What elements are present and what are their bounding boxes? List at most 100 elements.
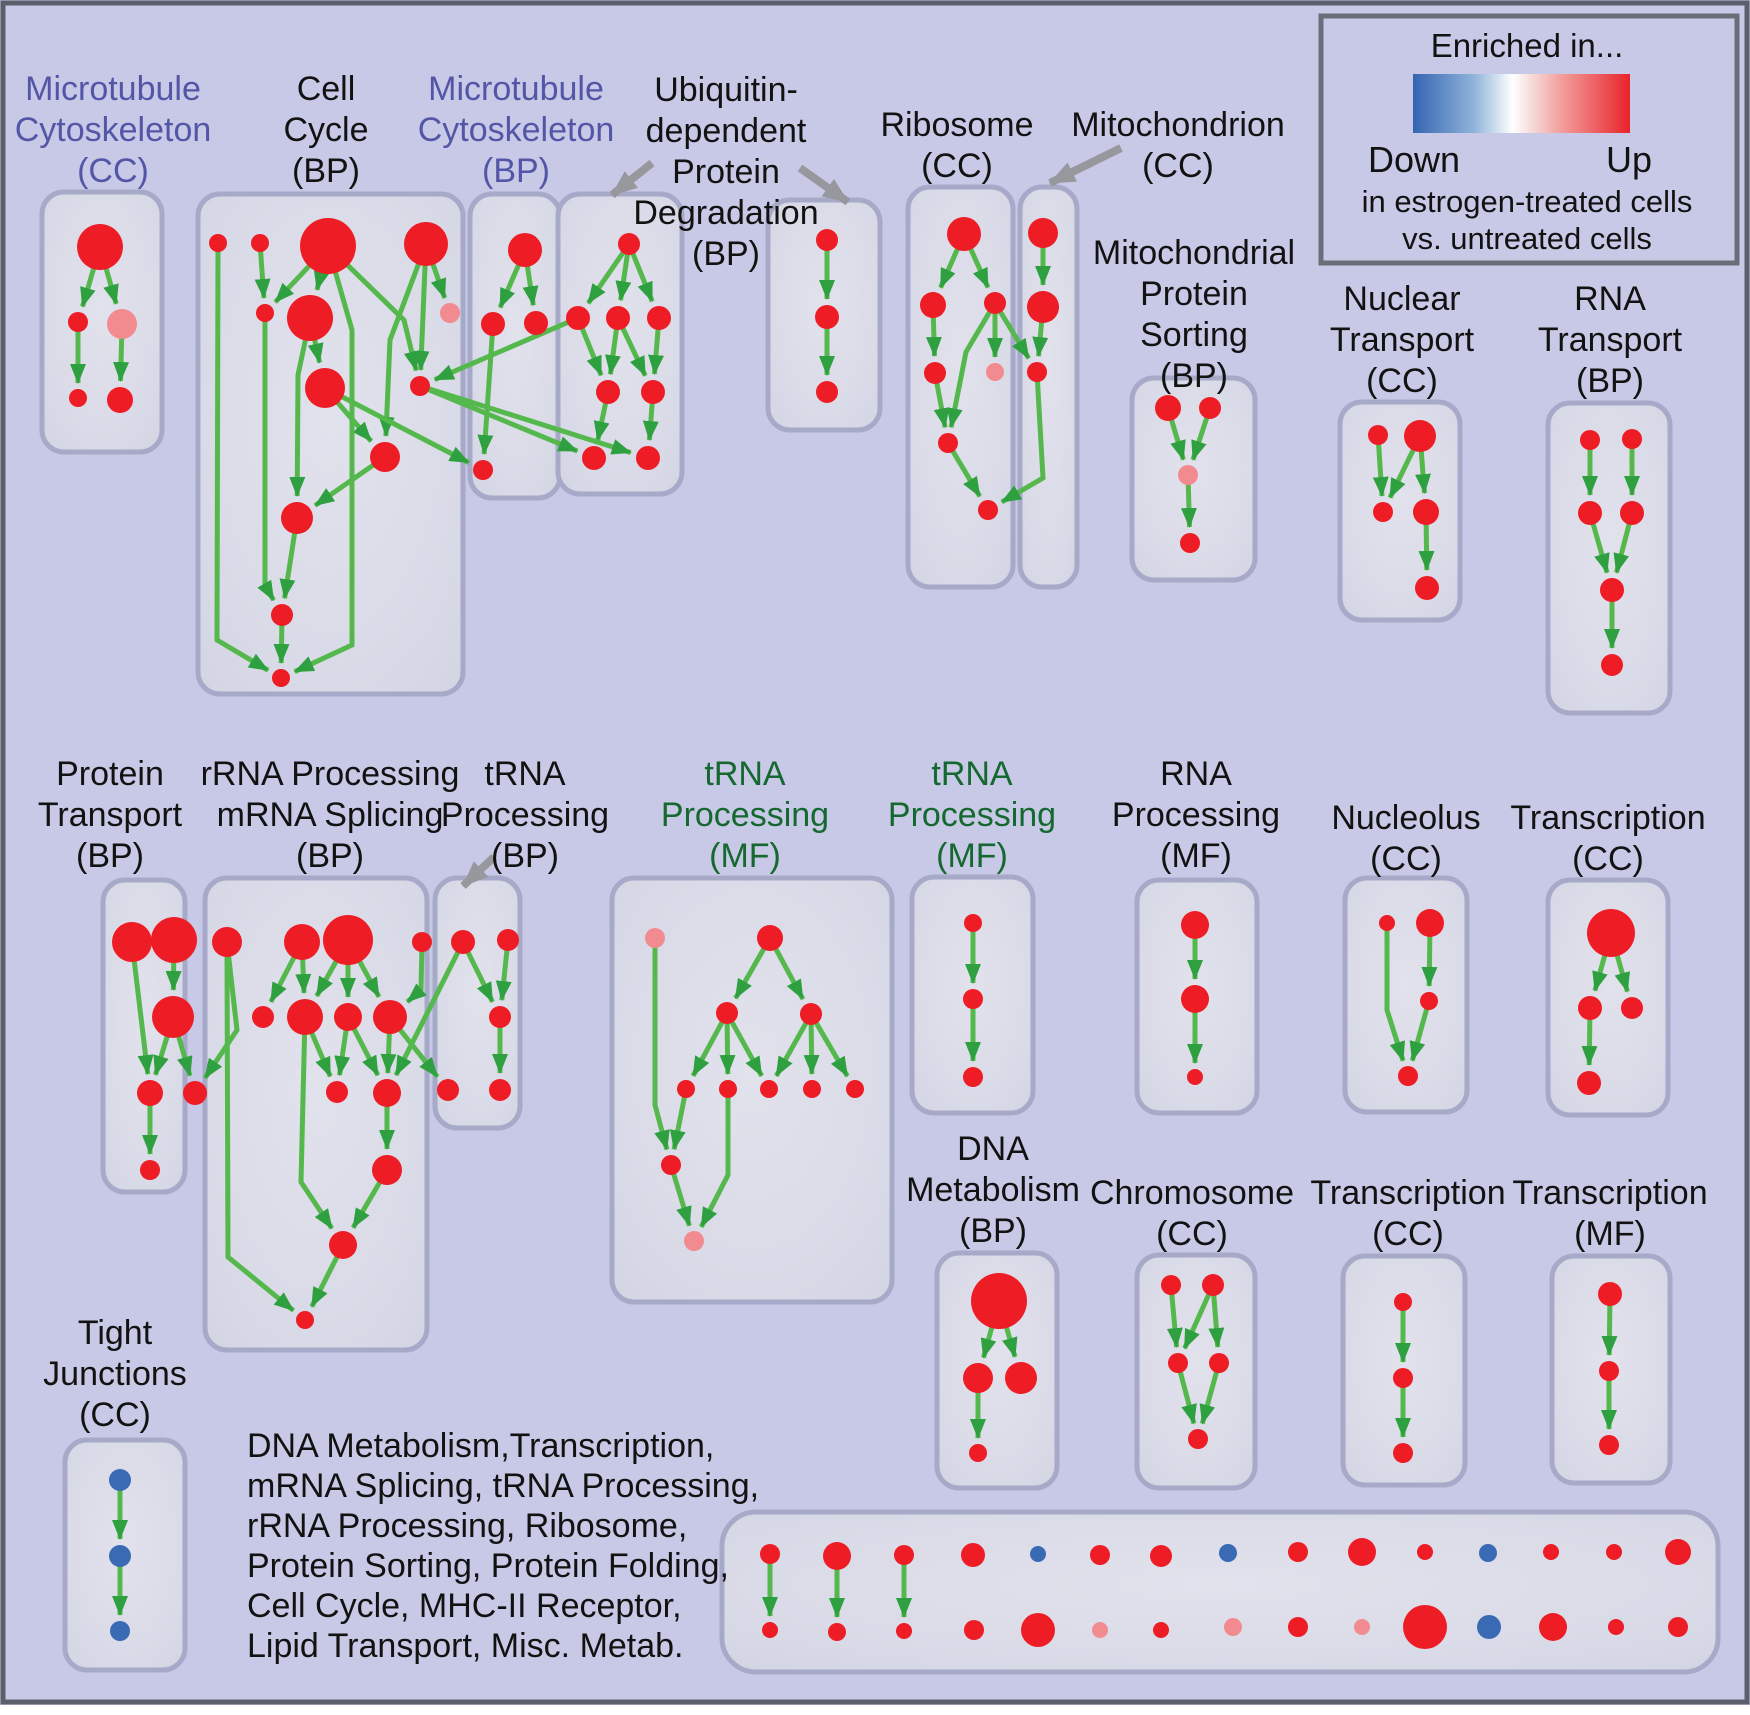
dna-metabolism-node-0 xyxy=(971,1273,1027,1329)
misc-node-1 xyxy=(823,1542,851,1570)
chromosome-edge-2 xyxy=(1208,1291,1225,1348)
microtubule-cc-node-1 xyxy=(68,312,88,332)
microtubule-bp-label-line-1: Cytoskeleton xyxy=(418,111,615,149)
legend-gradient-bar xyxy=(1413,74,1630,133)
trna-mf-large-edge-10 xyxy=(652,944,670,1151)
mito-sorting-edge-1 xyxy=(1190,413,1211,461)
trna-mf-small-node-2 xyxy=(963,1067,983,1087)
nucleolus-node-1 xyxy=(1416,909,1444,937)
nuclear-transport-edge-1 xyxy=(1387,443,1419,499)
legend-down-label: Down xyxy=(1368,139,1460,180)
misc-node-10 xyxy=(1417,1544,1433,1560)
trna-bp-node-3 xyxy=(437,1079,459,1101)
trna-bp-node-1 xyxy=(497,929,519,951)
trna-mf-small-label-line-0: tRNA xyxy=(931,755,1013,793)
cell-cycle-label-line-2: (BP) xyxy=(292,152,360,190)
transcription-cc-a-node-1 xyxy=(1578,996,1602,1020)
rrna-mrna-node-6 xyxy=(334,1003,362,1031)
ribosome-cc-label-line-0: Ribosome xyxy=(880,106,1033,144)
trna-mf-large-label-line-1: Processing xyxy=(661,796,829,834)
trna-bp-node-2 xyxy=(489,1006,511,1028)
rrna-mrna-label-line-0: rRNA Processing xyxy=(201,755,460,793)
ubiquitin-degradation-label-line-1: dependent xyxy=(646,112,807,150)
cell-cycle-edge-5 xyxy=(338,255,420,372)
cell-cycle-node-10 xyxy=(281,502,313,534)
transcription-cc-a-label-line-0: Transcription xyxy=(1510,799,1705,837)
rrna-mrna-edge-11 xyxy=(350,1176,385,1229)
legend-title: Enriched in... xyxy=(1431,27,1624,64)
protein-transport-edge-0 xyxy=(130,953,154,1076)
ribosome-cc-node-6 xyxy=(978,500,998,520)
rna-processing-mf-node-1 xyxy=(1181,985,1209,1013)
mito-sorting-node-2 xyxy=(1178,465,1198,485)
nucleolus-edge-0 xyxy=(1421,931,1438,987)
transcription-cc-a-node-3 xyxy=(1577,1071,1601,1095)
nuclear-transport-edge-0 xyxy=(1372,440,1389,497)
trna-mf-large-node-5 xyxy=(719,1080,737,1098)
rna-processing-mf-node-0 xyxy=(1181,911,1209,939)
ubiquitin-left-edge-5 xyxy=(618,323,648,377)
trna-mf-large-node-2 xyxy=(716,1002,738,1024)
misc-node-12 xyxy=(1543,1544,1559,1560)
chromosome-label-line-0: Chromosome xyxy=(1090,1174,1294,1212)
misc-node-26 xyxy=(1477,1615,1501,1639)
transcription-cc-b-label-line-1: (CC) xyxy=(1372,1215,1444,1253)
ubiquitin-left-edge-1 xyxy=(615,250,632,302)
label-pointer-arrow-2 xyxy=(1048,144,1123,187)
cell-cycle-edge-15 xyxy=(293,261,355,674)
rna-transport-node-2 xyxy=(1578,501,1602,525)
misc-node-27 xyxy=(1539,1613,1567,1641)
rrna-mrna-edge-0 xyxy=(268,950,300,1004)
misc-node-2 xyxy=(894,1545,914,1565)
cross-edge-3 xyxy=(334,391,470,465)
trna-mf-large-label-line-2: (MF) xyxy=(709,837,781,875)
chromosome-node-0 xyxy=(1161,1275,1181,1295)
transcription-mf-label-line-1: (MF) xyxy=(1574,1215,1646,1253)
trna-mf-large-label-line-0: tRNA xyxy=(704,755,786,793)
misc-node-5 xyxy=(1090,1545,1110,1565)
ubiquitin-left-node-3 xyxy=(647,306,671,330)
rna-processing-mf-label-line-0: RNA xyxy=(1160,755,1232,793)
cell-cycle-label-line-0: Cell xyxy=(297,70,356,108)
misc-node-8 xyxy=(1288,1542,1308,1562)
mito-sorting-label-line-3: (BP) xyxy=(1160,357,1228,395)
caption-line-4: Cell Cycle, MHC-II Receptor, xyxy=(247,1587,682,1625)
nucleolus-box xyxy=(1342,875,1470,1115)
trna-mf-large-edge-5 xyxy=(774,1018,810,1078)
mitochondrion-cc-label-line-1: (CC) xyxy=(1142,147,1214,185)
misc-node-24 xyxy=(1354,1619,1370,1635)
cross-edge-0 xyxy=(433,318,573,382)
chromosome-node-2 xyxy=(1168,1353,1188,1373)
rrna-mrna-node-4 xyxy=(252,1006,274,1028)
rrna-mrna-label-line-1: mRNA Splicing xyxy=(217,796,444,834)
ribosome-cc-node-5 xyxy=(938,433,958,453)
rrna-mrna-node-1 xyxy=(284,924,320,960)
nucleolus-label-line-1: (CC) xyxy=(1370,840,1442,878)
rrna-mrna-node-12 xyxy=(296,1311,314,1329)
rrna-mrna-edge-14 xyxy=(298,1027,334,1230)
trna-mf-large-edge-0 xyxy=(733,943,769,1000)
mitochondrion-cc-node-2 xyxy=(1027,362,1047,382)
ubiquitin-degradation-label-line-3: Degradation xyxy=(633,194,818,232)
nucleolus-edge-1 xyxy=(1409,1005,1430,1062)
trna-mf-large-node-9 xyxy=(661,1155,681,1175)
trna-mf-large-node-6 xyxy=(760,1080,778,1098)
microtubule-bp-node-2 xyxy=(524,311,548,335)
cell-cycle-node-2 xyxy=(300,218,356,274)
transcription-mf-edge-0 xyxy=(1601,1301,1618,1356)
transcription-cc-a-edge-2 xyxy=(1581,1015,1598,1066)
mitochondrion-cc-label-line-0: Mitochondrion xyxy=(1071,106,1285,144)
transcription-cc-a-label-line-1: (CC) xyxy=(1572,840,1644,878)
rna-transport-node-1 xyxy=(1622,429,1642,449)
transcription-mf-node-0 xyxy=(1598,1282,1622,1306)
mito-sorting-edge-0 xyxy=(1167,414,1186,461)
cross-edge-5 xyxy=(1000,377,1046,505)
dna-metabolism-node-3 xyxy=(969,1444,987,1462)
rna-transport-label-line-2: (BP) xyxy=(1576,362,1644,400)
nuclear-transport-label-line-0: Nuclear xyxy=(1343,280,1460,318)
transcription-cc-a-node-0 xyxy=(1587,909,1635,957)
rrna-mrna-node-0 xyxy=(212,927,242,957)
mitochondrion-cc-box xyxy=(1017,184,1080,590)
